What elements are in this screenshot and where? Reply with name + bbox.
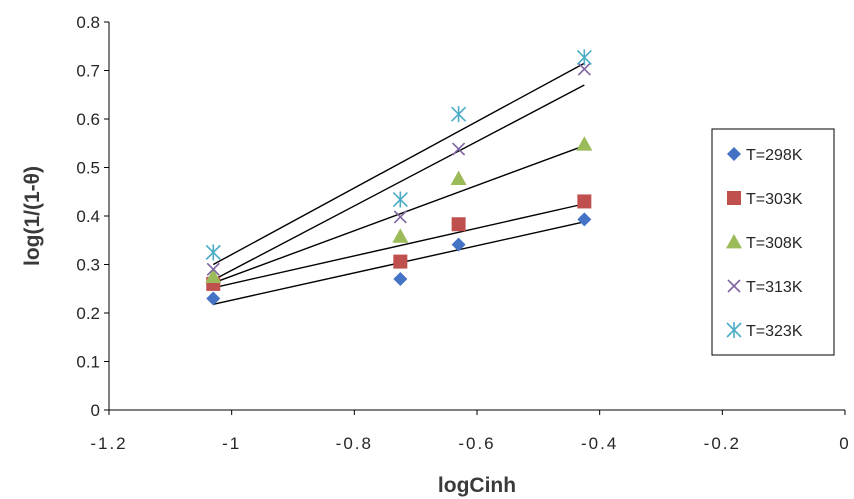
legend-marker-t-308k xyxy=(726,234,742,249)
data-markers xyxy=(205,49,593,306)
legend-label-t-303k: T=303K xyxy=(746,191,803,208)
data-point-t-313k xyxy=(577,62,591,76)
data-point-t-308k xyxy=(392,228,409,243)
legend-marker-t-303k xyxy=(727,191,741,205)
data-point-t-298k xyxy=(206,291,221,306)
y-tick-label: 0.7 xyxy=(76,62,100,81)
y-tick-label: 0 xyxy=(91,401,100,420)
trendline-t-313k xyxy=(212,84,585,281)
y-tick-label: 0.2 xyxy=(76,304,100,323)
y-tick-label: 0.4 xyxy=(76,207,100,226)
data-point-t-313k xyxy=(393,210,407,224)
x-tick-label: 0 xyxy=(839,434,850,453)
data-point-t-298k xyxy=(451,237,466,252)
data-point-t-313k xyxy=(452,142,466,156)
legend-label-t-323k: T=323K xyxy=(746,323,803,340)
x-tick-label: -0.2 xyxy=(704,434,741,453)
y-tick-label: 0.3 xyxy=(76,256,100,275)
data-point-t-313k xyxy=(206,262,220,276)
y-tick-label: 0.8 xyxy=(76,13,100,32)
x-tick-label: -1.2 xyxy=(90,434,127,453)
trendline-t-303k xyxy=(213,203,585,289)
trendlines xyxy=(212,62,585,305)
x-ticks: -1.2 -1 -0.8 -0.6 -0.4 -0.2 0 xyxy=(90,410,850,453)
data-point-t-323k xyxy=(205,244,221,261)
trendline-t-323k xyxy=(212,62,585,266)
y-tick-label: 0.1 xyxy=(76,353,100,372)
data-point-t-298k xyxy=(393,272,408,287)
data-point-t-308k xyxy=(576,136,593,151)
x-axis-title: logCinh xyxy=(438,474,516,497)
legend-marker-t-313k xyxy=(727,279,741,293)
x-tick-label: -0.4 xyxy=(581,434,618,453)
data-point-t-303k xyxy=(577,194,592,209)
data-point-t-303k xyxy=(451,217,466,232)
data-point-t-323k xyxy=(576,49,592,66)
legend-label-t-298k: T=298K xyxy=(746,147,803,164)
data-point-t-303k xyxy=(393,254,408,269)
data-point-t-323k xyxy=(451,106,467,123)
trendline-t-308k xyxy=(213,145,585,284)
plot-area: 0 0.1 0.2 0.3 0.4 0.5 0.6 0.7 0.8 -1.2 -1 -0.8 -0.6… xyxy=(76,13,850,453)
x-tick-label: -0.8 xyxy=(336,434,373,453)
y-ticks: 0 0.1 0.2 0.3 0.4 0.5 0.6 0.7 0.8 xyxy=(76,13,109,420)
legend-marker-t-298k xyxy=(727,147,741,161)
x-tick-label: -1 xyxy=(222,434,241,453)
legend: T=298K T=303K T=308K T=313K T=323K xyxy=(711,128,835,356)
legend-label-t-308k: T=308K xyxy=(746,235,803,252)
legend-label-t-313k: T=313K xyxy=(746,279,803,296)
data-point-t-308k xyxy=(205,268,222,284)
data-point-t-308k xyxy=(450,170,467,186)
x-tick-label: -0.6 xyxy=(458,434,495,453)
y-tick-label: 0.6 xyxy=(76,110,100,129)
data-point-t-298k xyxy=(577,212,592,227)
data-point-t-323k xyxy=(392,191,408,208)
legend-marker-t-323k xyxy=(726,322,742,338)
y-axis-title: log(1/(1-θ) xyxy=(21,166,44,266)
y-tick-label: 0.5 xyxy=(76,159,100,178)
